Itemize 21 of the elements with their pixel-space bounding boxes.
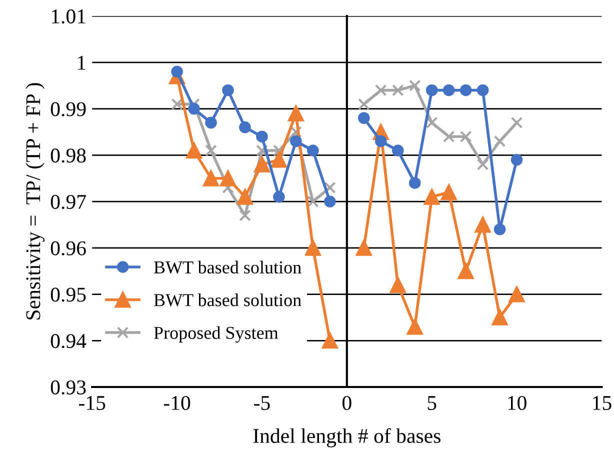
x-tick-label: 15 <box>593 396 612 410</box>
y-tick-label: 0.99 <box>50 102 86 116</box>
y-tick-label: 0.96 <box>50 241 86 256</box>
x-tick-label: -15 <box>78 396 106 410</box>
y-tick-label: 0.94 <box>50 334 86 348</box>
x-tick-label: -5 <box>254 396 270 410</box>
y-tick-label: 0.93 <box>50 380 86 395</box>
x-tick-label: 10 <box>508 396 526 410</box>
legend-label: BWT based solution <box>154 294 302 306</box>
y-tick-label: 0.97 <box>50 194 86 210</box>
legend-label: Proposed System <box>154 326 278 343</box>
x-tick-label: 0 <box>342 396 352 410</box>
y-tick-label: 0.95 <box>50 288 86 302</box>
x-axis-title: Indel length # of bases <box>253 428 440 448</box>
y-tick-label: 1.01 <box>52 9 86 24</box>
x-tick-label: -10 <box>164 396 190 410</box>
y-axis-title: Sensitivity = TP/ (TP + FP ) <box>26 83 45 320</box>
legend-label: BWT based solution <box>154 260 302 274</box>
y-tick-label: 0.98 <box>50 148 86 163</box>
y-tick-label: 1 <box>78 56 86 70</box>
x-tick-label: 5 <box>428 396 436 410</box>
